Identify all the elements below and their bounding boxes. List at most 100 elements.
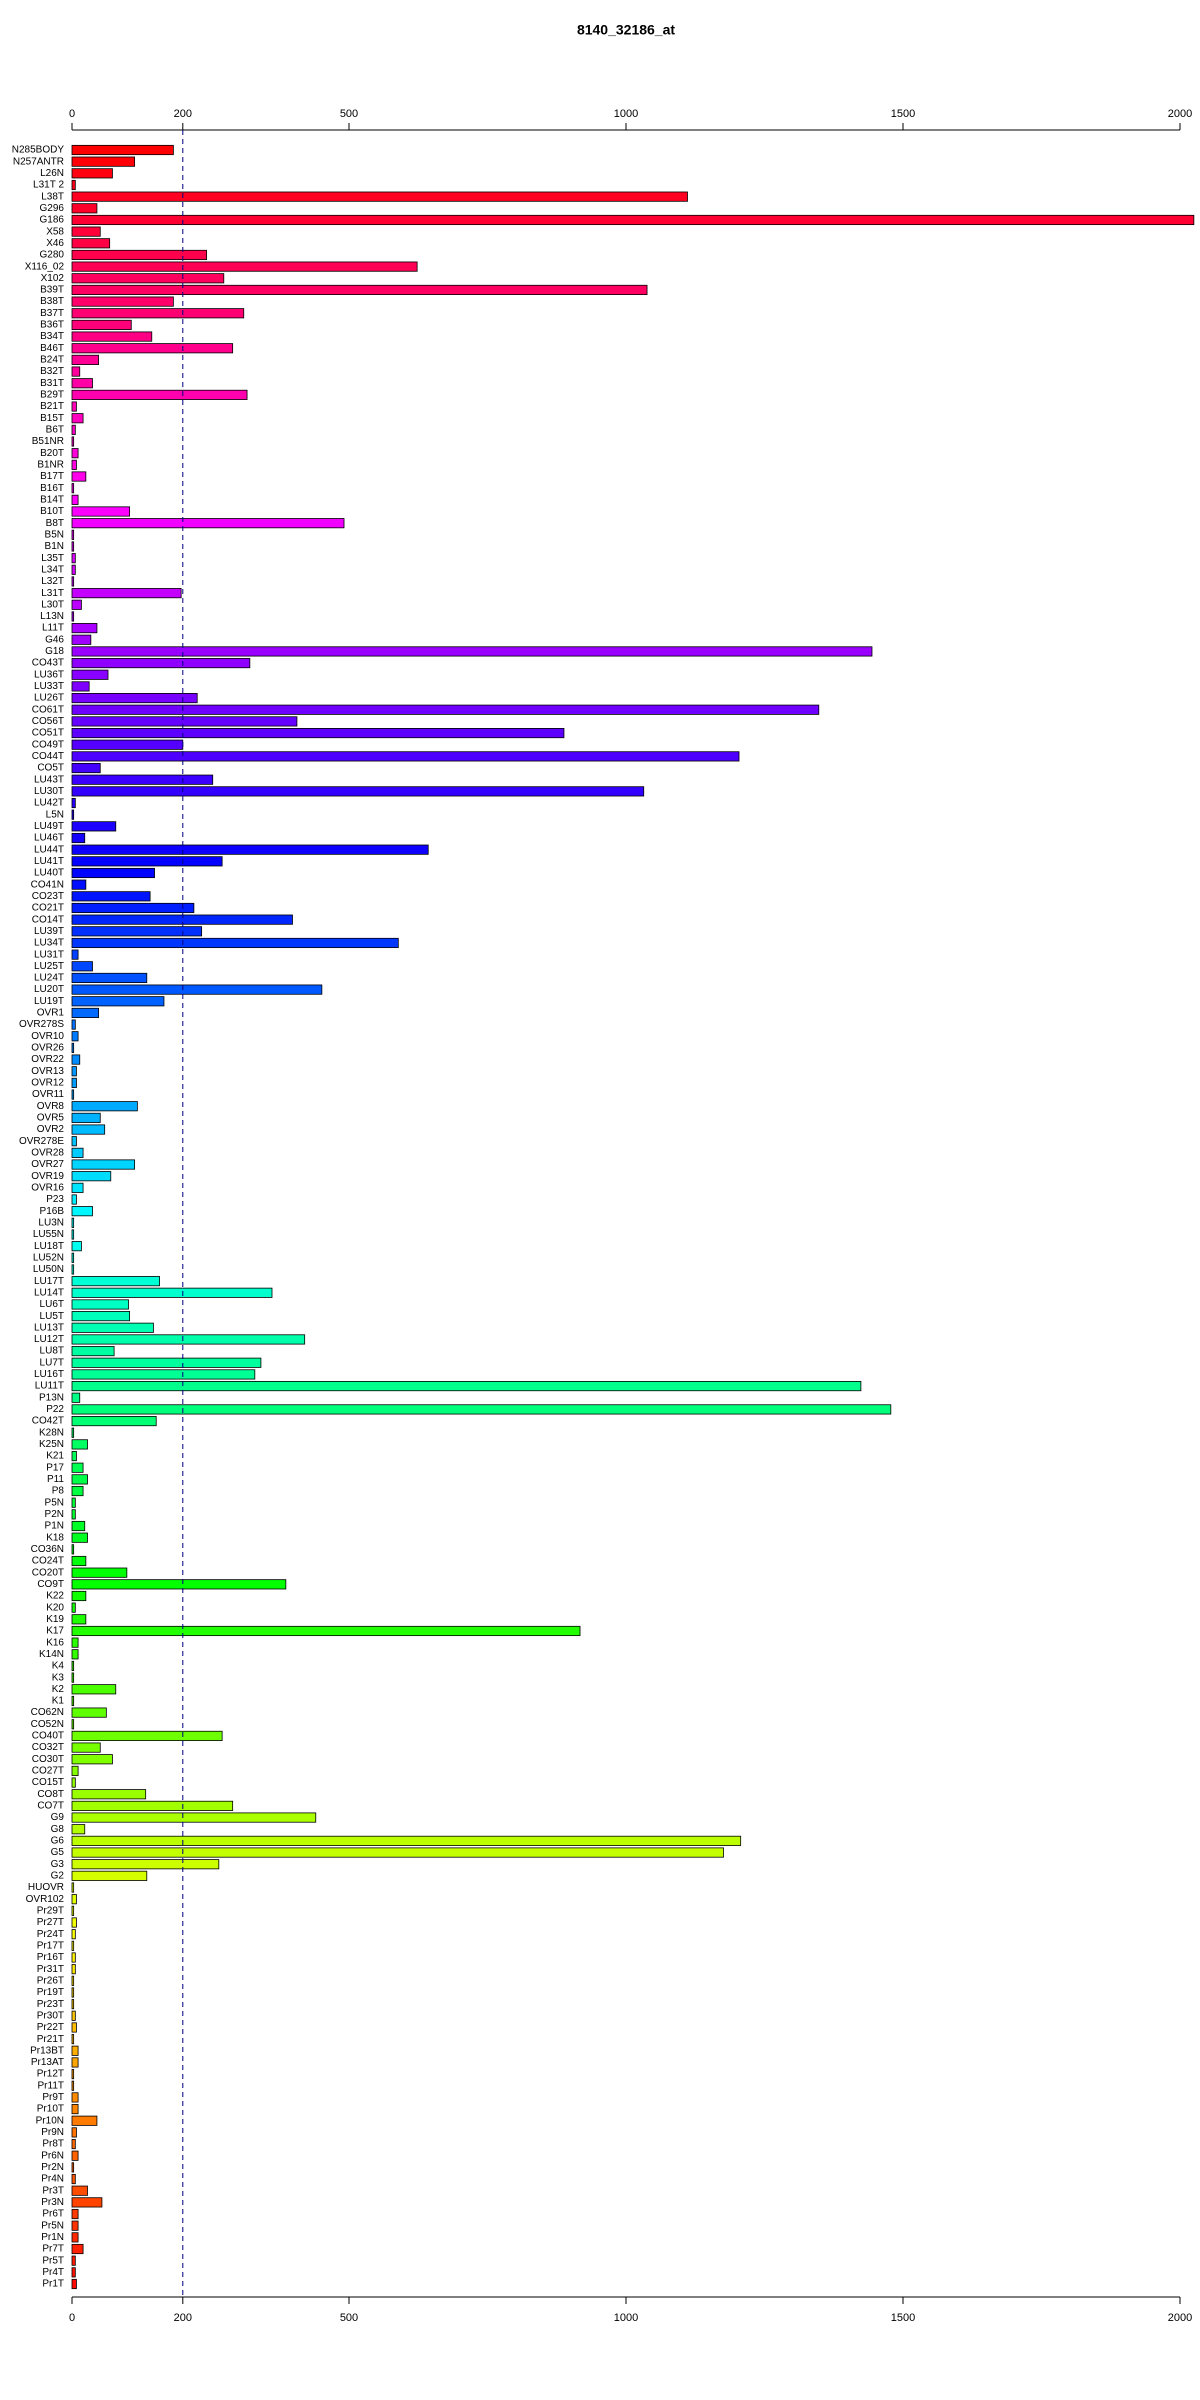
category-label: LU49T — [34, 821, 64, 832]
bar — [71, 1077, 77, 1088]
bar — [71, 623, 98, 634]
category-label: CO42T — [32, 1416, 64, 1427]
bar — [71, 1159, 136, 1170]
bar — [71, 179, 76, 191]
category-label: B32T — [40, 366, 64, 377]
category-label: K22 — [46, 1591, 64, 1602]
category-label: Pr2N — [41, 2162, 64, 2173]
bar — [71, 273, 225, 284]
category-label: Pr7T — [42, 2244, 64, 2255]
bar — [71, 354, 99, 365]
category-label: Pr4T — [42, 2267, 64, 2278]
bar — [71, 1824, 86, 1835]
bar — [71, 1229, 75, 1240]
category-label: K1 — [52, 1696, 65, 1707]
category-label: Pr30T — [37, 2010, 64, 2021]
bar — [71, 2022, 77, 2033]
bar — [71, 1112, 101, 1123]
category-label: B17T — [40, 471, 64, 482]
bar — [71, 506, 131, 517]
category-label: B15T — [40, 413, 64, 424]
category-label: B6T — [46, 425, 64, 436]
category-label: OVR1 — [37, 1008, 65, 1019]
bar — [71, 937, 399, 949]
category-label: K4 — [52, 1661, 65, 1672]
bar — [71, 2010, 76, 2021]
bar — [71, 891, 151, 902]
bar — [71, 1171, 112, 1182]
category-label: L13N — [40, 611, 64, 622]
bar — [71, 1719, 75, 1730]
x-tick-label: 0 — [69, 2312, 75, 2324]
bar — [71, 1474, 88, 1485]
category-label: LU17T — [34, 1276, 64, 1287]
category-label: Pr16T — [37, 1952, 64, 1963]
bar — [71, 856, 223, 867]
bar — [71, 1369, 256, 1380]
bar — [71, 2057, 79, 2068]
category-label: K19 — [46, 1614, 64, 1625]
category-label: X116_02 — [25, 261, 65, 272]
bar — [71, 378, 93, 389]
bar — [71, 2104, 79, 2115]
category-label: LU11T — [35, 1381, 64, 1392]
category-label: LU31T — [34, 949, 64, 960]
bar — [71, 2150, 79, 2161]
x-tick-label: 2000 — [1168, 108, 1192, 120]
bar — [71, 1730, 223, 1741]
bar — [71, 1602, 76, 1613]
category-label: Pr6N — [41, 2150, 64, 2161]
category-label: Pr5T — [42, 2255, 64, 2266]
bar — [71, 1252, 75, 1263]
x-tick-label: 200 — [174, 2312, 192, 2324]
bar — [71, 1870, 148, 1881]
bar — [71, 226, 101, 237]
category-label: LU43T — [34, 774, 64, 785]
bar — [71, 2115, 98, 2126]
category-label: CO23T — [32, 891, 64, 902]
category-label: G2 — [51, 1870, 65, 1881]
category-label: B37T — [40, 308, 64, 319]
category-label: CO30T — [32, 1754, 64, 1765]
bar — [71, 1124, 106, 1135]
bar — [71, 1917, 77, 1928]
bar — [71, 1660, 75, 1672]
bar — [71, 914, 293, 925]
bar — [71, 1952, 76, 1963]
category-label: LU40T — [34, 868, 64, 879]
x-tick-label: 1000 — [614, 2312, 638, 2324]
bar — [71, 1089, 75, 1100]
bar — [71, 1579, 287, 1590]
bar — [71, 1812, 317, 1823]
bar — [71, 1439, 88, 1450]
category-label: Pr23T — [37, 1999, 64, 2010]
category-label: OVR13 — [31, 1066, 64, 1077]
category-label: B8T — [46, 518, 64, 529]
category-label: Pr13BT — [30, 2045, 64, 2056]
category-label: P17 — [46, 1462, 64, 1473]
category-label: X58 — [46, 226, 64, 237]
category-label: B16T — [40, 483, 64, 494]
bar — [71, 611, 75, 622]
category-label: Pr12T — [37, 2069, 64, 2080]
bar — [71, 296, 174, 307]
bar — [71, 564, 76, 575]
category-label: OVR10 — [31, 1031, 64, 1042]
bar — [71, 1789, 147, 1800]
category-label: LU8T — [40, 1346, 64, 1357]
category-label: CO41N — [31, 879, 64, 890]
category-label: CO5T — [37, 763, 64, 774]
category-label: N257ANTR — [13, 156, 64, 167]
bar — [71, 1066, 77, 1077]
category-label: Pr21T — [37, 2034, 64, 2045]
category-label: Pr24T — [37, 1929, 64, 1940]
bar — [71, 786, 645, 797]
bar — [71, 681, 90, 692]
x-tick-label: 500 — [340, 108, 358, 120]
bar — [71, 2185, 88, 2196]
category-label: OVR27 — [31, 1159, 64, 1170]
x-tick-label: 1000 — [614, 108, 638, 120]
bar — [71, 331, 153, 342]
bar — [71, 704, 820, 715]
bar — [71, 518, 345, 529]
